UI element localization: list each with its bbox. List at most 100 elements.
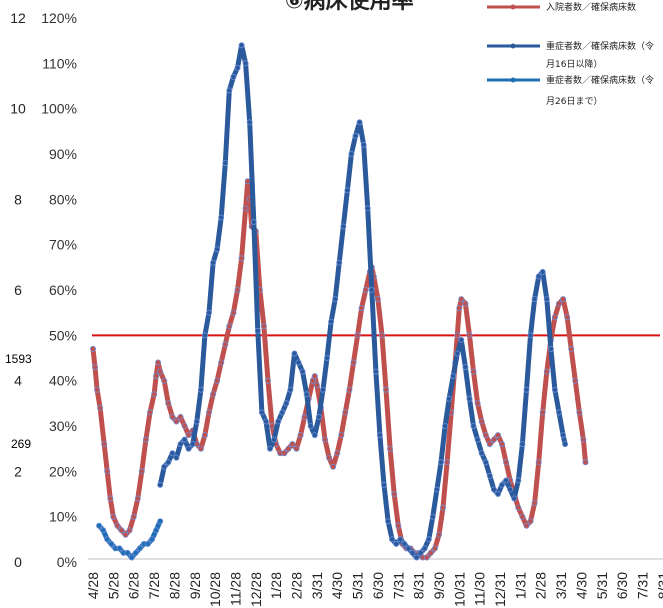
data-point — [153, 527, 160, 534]
outer-tick-label: 12 — [10, 10, 26, 26]
data-point — [303, 391, 310, 398]
x-tick-label: 4/30 — [329, 572, 345, 599]
y-tick-label: 120% — [41, 10, 77, 26]
data-point — [439, 504, 446, 511]
x-tick-label: 8/31 — [655, 572, 663, 599]
y-tick-label: 20% — [49, 463, 77, 479]
data-point — [210, 259, 217, 266]
data-point — [427, 549, 434, 556]
x-tick-label: 7/28 — [146, 572, 162, 599]
data-point — [478, 450, 485, 457]
x-tick-label: 5/28 — [105, 572, 121, 599]
data-point — [423, 554, 430, 561]
data-point — [346, 386, 353, 393]
data-point — [151, 391, 158, 398]
x-tick-label: 4/30 — [573, 572, 589, 599]
data-point — [490, 486, 497, 493]
data-point — [226, 87, 233, 94]
data-point — [435, 531, 442, 538]
data-point — [572, 377, 579, 384]
data-point — [515, 477, 522, 484]
data-point — [157, 518, 164, 525]
data-point — [486, 441, 493, 448]
data-point — [397, 536, 404, 543]
data-point — [393, 540, 400, 547]
outer-axis-ticks: 0 2 4 6 8 10 12 — [10, 10, 26, 570]
data-point — [128, 554, 135, 561]
data-point — [104, 468, 111, 475]
series-line-3 — [96, 518, 163, 560]
data-point — [161, 463, 168, 470]
x-tick-label: 10/31 — [451, 572, 467, 607]
data-point — [458, 336, 465, 343]
data-point — [547, 345, 554, 352]
x-tick-label: 6/30 — [614, 572, 630, 599]
data-point — [148, 536, 155, 543]
x-tick-label: 5/31 — [594, 572, 610, 599]
data-point — [205, 309, 212, 316]
data-point — [362, 286, 369, 293]
data-point — [401, 540, 408, 547]
data-point — [222, 341, 229, 348]
data-point — [94, 386, 101, 393]
data-point — [226, 323, 233, 330]
data-point — [490, 436, 497, 443]
outer-tick-label: 2 — [14, 463, 22, 479]
data-point — [429, 513, 436, 520]
data-point — [515, 504, 522, 511]
data-point — [527, 518, 534, 525]
data-point — [456, 305, 463, 312]
data-point — [169, 413, 176, 420]
data-point — [234, 64, 241, 71]
data-point — [405, 545, 412, 552]
data-point — [189, 441, 196, 448]
data-point — [142, 436, 149, 443]
data-point — [332, 296, 339, 303]
legend-entry-3: 重症者数／確保病床数（令 — [546, 74, 654, 86]
data-point — [494, 490, 501, 497]
data-point — [409, 549, 416, 556]
data-point — [169, 450, 176, 457]
data-point — [108, 540, 115, 547]
data-point — [214, 246, 221, 253]
data-point — [289, 441, 296, 448]
data-point — [519, 513, 526, 520]
data-point — [101, 441, 108, 448]
y-tick-label: 70% — [49, 237, 77, 253]
data-point — [153, 373, 160, 380]
data-point — [486, 472, 493, 479]
data-point — [283, 400, 290, 407]
data-point — [321, 436, 328, 443]
data-point — [328, 318, 335, 325]
data-point — [238, 42, 245, 49]
data-point — [161, 377, 168, 384]
data-point — [376, 432, 383, 439]
data-point — [269, 422, 276, 429]
data-point — [478, 418, 485, 425]
data-point — [144, 540, 151, 547]
data-point — [421, 545, 428, 552]
y-tick-label: 30% — [49, 418, 77, 434]
data-point — [197, 386, 204, 393]
data-point — [299, 368, 306, 375]
y-tick-label: 90% — [49, 146, 77, 162]
data-point — [437, 459, 444, 466]
data-point — [155, 359, 162, 366]
data-point — [323, 354, 330, 361]
data-point — [146, 409, 153, 416]
data-point — [238, 255, 245, 262]
data-point — [244, 178, 251, 185]
data-point — [458, 296, 465, 303]
data-point — [498, 481, 505, 488]
data-point — [96, 522, 103, 529]
data-point — [454, 350, 461, 357]
data-point — [564, 314, 571, 321]
data-point — [132, 549, 139, 556]
data-point — [527, 332, 534, 339]
data-point — [372, 368, 379, 375]
y-tick-label: 0% — [57, 554, 77, 570]
data-point — [136, 545, 143, 552]
x-tick-label: 11/30 — [472, 572, 488, 606]
data-point — [470, 422, 477, 429]
chart-title: ⑥病床使用率 — [285, 0, 414, 14]
